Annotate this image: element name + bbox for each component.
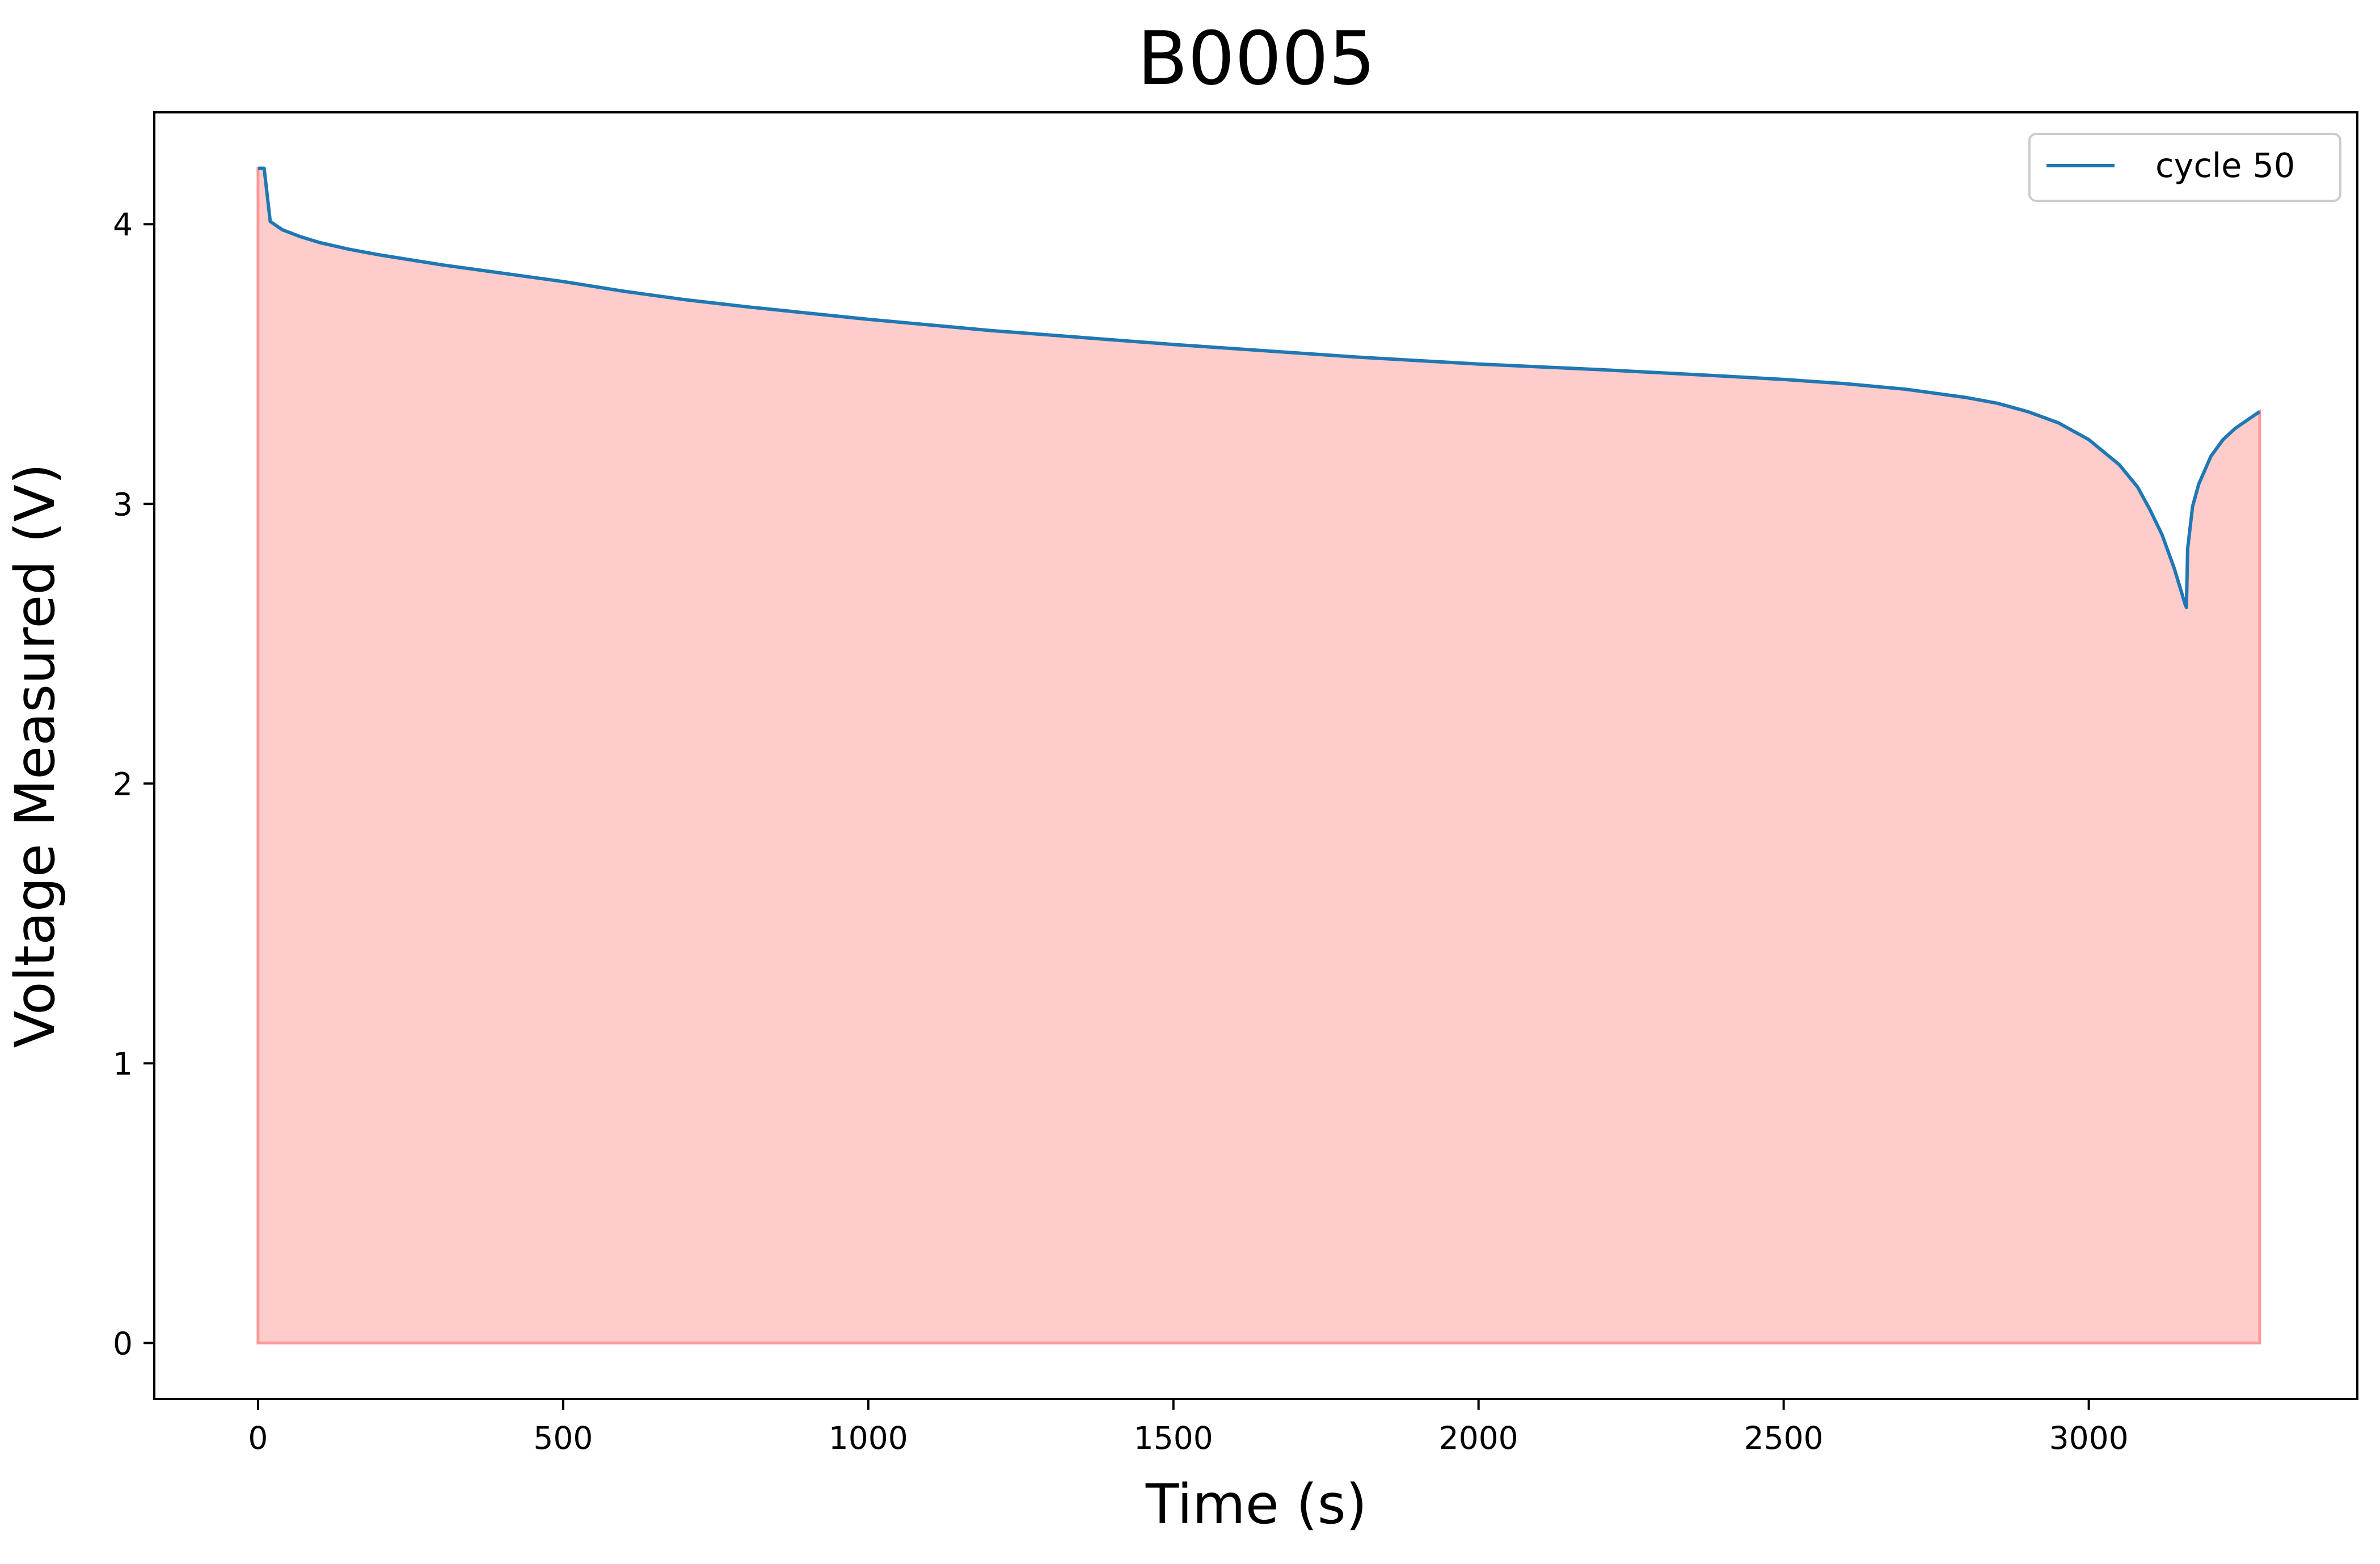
legend: cycle 50 xyxy=(2028,133,2341,202)
x-axis: 0 500 1000 1500 2000 2500 3000 xyxy=(248,1399,2129,1456)
x-tick-label: 2000 xyxy=(1439,1420,1518,1456)
series-line-cycle-50 xyxy=(258,166,2261,609)
legend-label: cycle 50 xyxy=(2155,146,2295,185)
x-tick-label: 0 xyxy=(248,1420,268,1456)
x-tick-label: 1500 xyxy=(1134,1420,1213,1456)
y-axis: 0 1 2 3 4 xyxy=(113,206,154,1361)
x-tick-label: 2500 xyxy=(1744,1420,1824,1456)
x-tick-label: 500 xyxy=(533,1420,593,1456)
y-axis-title: Voltage Measured (V) xyxy=(3,463,67,1048)
y-tick-label: 1 xyxy=(113,1046,133,1082)
y-tick-label: 0 xyxy=(113,1325,133,1361)
chart-title: B0005 xyxy=(1137,15,1375,102)
y-tick-label: 3 xyxy=(113,486,133,522)
x-tick-label: 1000 xyxy=(829,1420,908,1456)
legend-box xyxy=(2028,133,2341,202)
x-tick-label: 3000 xyxy=(2049,1420,2129,1456)
plot-frame xyxy=(153,111,2358,1400)
y-tick-label: 4 xyxy=(113,206,133,243)
y-tick-label: 2 xyxy=(113,766,133,802)
x-axis-title: Time (s) xyxy=(1145,1473,1367,1536)
plot-area xyxy=(256,166,2261,1344)
